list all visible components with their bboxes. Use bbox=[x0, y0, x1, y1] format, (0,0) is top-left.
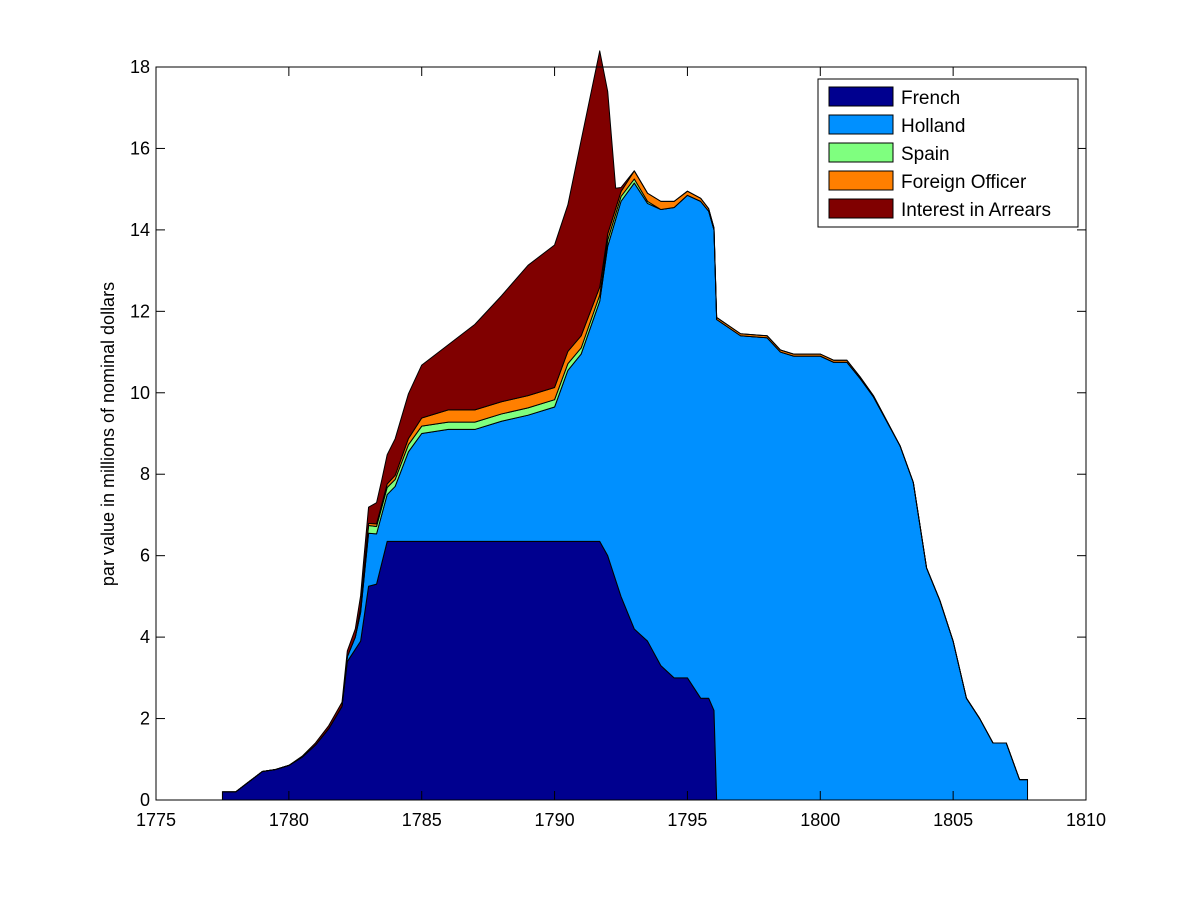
y-tick-label: 14 bbox=[130, 220, 150, 240]
legend-label-foreign-officer: Foreign Officer bbox=[901, 172, 1027, 193]
ticks-layer: 1775 1780 1785 1790 1795 1800 1805 1810 0 2 4 6 8 10 1… bbox=[130, 57, 1106, 830]
areas-layer bbox=[221, 50, 1029, 801]
x-tick-label: 1795 bbox=[667, 810, 707, 830]
legend-swatch-foreign-officer bbox=[828, 170, 894, 191]
x-tick-label: 1775 bbox=[136, 810, 176, 830]
x-tick-label: 1810 bbox=[1066, 810, 1106, 830]
legend-label-holland: Holland bbox=[901, 116, 965, 137]
legend-swatch-spain bbox=[828, 142, 894, 163]
y-axis-label: par value in millions of nominal dollars bbox=[98, 282, 118, 586]
axes-layer bbox=[155, 66, 1087, 801]
x-tick-label: 1805 bbox=[933, 810, 973, 830]
x-tick-label: 1785 bbox=[402, 810, 442, 830]
legend-label-spain: Spain bbox=[901, 144, 950, 165]
y-tick-label: 16 bbox=[130, 138, 150, 158]
legend: French Holland Spain Foreign Officer Interes… bbox=[817, 78, 1079, 228]
y-tick-label: 10 bbox=[130, 383, 150, 403]
legend-label-interest-in-arrears: Interest in Arrears bbox=[901, 200, 1051, 221]
legend-label-french: French bbox=[901, 88, 960, 109]
y-tick-label: 18 bbox=[130, 57, 150, 77]
x-tick-label: 1790 bbox=[535, 810, 575, 830]
plot-frame bbox=[155, 66, 1087, 801]
y-tick-label: 4 bbox=[140, 627, 150, 647]
x-tick-label: 1780 bbox=[269, 810, 309, 830]
y-tick-label: 6 bbox=[140, 546, 150, 566]
y-tick-label: 0 bbox=[140, 790, 150, 810]
legend-swatch-holland bbox=[828, 114, 894, 135]
y-tick-label: 12 bbox=[130, 301, 150, 321]
legend-swatch-french bbox=[828, 86, 894, 107]
x-tick-label: 1800 bbox=[800, 810, 840, 830]
y-tick-label: 8 bbox=[140, 464, 150, 484]
legend-swatch-interest-in-arrears bbox=[828, 198, 894, 219]
area-series-interest-in-arrears bbox=[221, 50, 1029, 793]
y-tick-label: 2 bbox=[140, 709, 150, 729]
